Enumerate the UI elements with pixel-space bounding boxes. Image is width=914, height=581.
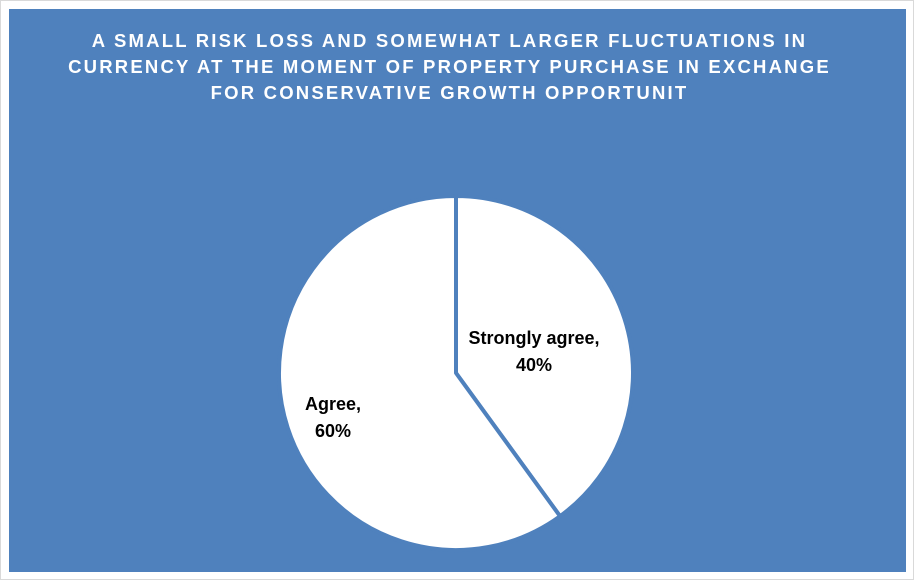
data-label-category: Agree, [305,394,361,414]
data-label-value: 60% [315,421,351,441]
data-label-strongly-agree: Strongly agree, 40% [468,328,599,375]
data-label-value: 40% [516,355,552,375]
pie-slice-strongly-agree [454,194,635,519]
pie-slice-agree [277,194,563,552]
data-label-category: Strongly agree, [468,328,599,348]
pie-labels: Strongly agree, 40% Agree, 60% [305,328,600,441]
data-label-agree: Agree, 60% [305,394,361,441]
pie-slices [277,194,635,552]
chart-title: A SMALL RISK LOSS AND SOMEWHAT LARGER FL… [68,30,831,103]
